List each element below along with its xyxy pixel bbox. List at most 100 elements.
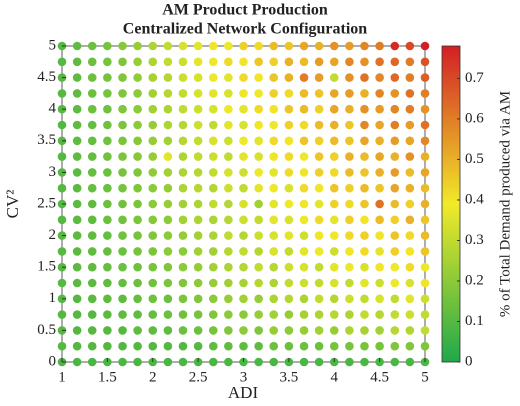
- point: [284, 57, 294, 67]
- point: [314, 152, 324, 161]
- point: [314, 89, 324, 98]
- point: [375, 310, 384, 319]
- colorbar-tick-label: 0: [465, 353, 473, 369]
- point: [254, 57, 263, 67]
- point: [148, 215, 158, 225]
- point: [360, 152, 369, 161]
- point: [103, 247, 112, 256]
- point: [345, 89, 354, 98]
- point: [72, 183, 82, 193]
- point: [133, 57, 142, 67]
- point: [345, 357, 354, 367]
- point: [345, 310, 354, 319]
- point: [269, 136, 279, 146]
- point: [224, 310, 233, 319]
- point: [299, 89, 309, 98]
- point: [239, 104, 248, 114]
- point: [239, 183, 248, 193]
- point: [299, 168, 309, 177]
- point: [133, 262, 142, 272]
- point: [314, 168, 324, 177]
- point: [284, 199, 294, 209]
- point: [345, 215, 354, 225]
- point: [208, 310, 218, 319]
- chart-subtitle: Centralized Network Configuration: [123, 21, 368, 38]
- point: [284, 310, 294, 319]
- point: [314, 136, 324, 146]
- point: [133, 326, 142, 335]
- point: [390, 326, 400, 335]
- point: [193, 278, 203, 288]
- point: [314, 104, 324, 114]
- y-tick-label: 4: [49, 101, 57, 117]
- point: [178, 341, 188, 351]
- point: [208, 168, 218, 177]
- point: [224, 199, 233, 209]
- point: [314, 199, 324, 209]
- point: [118, 168, 127, 177]
- point: [87, 168, 97, 177]
- point: [314, 341, 324, 351]
- point: [72, 326, 82, 335]
- point: [420, 89, 430, 98]
- point: [269, 341, 279, 351]
- point: [269, 247, 279, 256]
- point: [284, 183, 294, 193]
- point: [299, 120, 309, 130]
- point: [299, 73, 309, 82]
- point: [57, 247, 67, 256]
- point: [360, 136, 369, 146]
- point: [72, 104, 82, 114]
- point: [420, 73, 430, 82]
- point: [239, 341, 248, 351]
- point: [254, 247, 263, 256]
- point: [405, 326, 415, 335]
- point: [224, 215, 233, 225]
- point: [420, 326, 430, 335]
- point: [118, 199, 127, 209]
- point: [420, 136, 430, 146]
- point: [254, 310, 263, 319]
- point: [193, 326, 203, 335]
- point: [87, 326, 97, 335]
- point: [103, 89, 112, 98]
- point: [208, 247, 218, 256]
- point: [299, 136, 309, 146]
- point: [329, 326, 339, 335]
- point: [87, 341, 97, 351]
- y-tick-label: 0: [49, 353, 57, 369]
- point: [224, 120, 233, 130]
- point: [269, 199, 279, 209]
- point: [375, 73, 384, 82]
- point: [405, 136, 415, 146]
- point: [420, 104, 430, 114]
- point: [420, 310, 430, 319]
- point: [299, 357, 309, 367]
- point: [163, 310, 173, 319]
- point: [375, 215, 384, 225]
- point: [269, 262, 279, 272]
- point: [178, 89, 188, 98]
- point: [178, 136, 188, 146]
- point: [284, 41, 294, 51]
- point: [118, 120, 127, 130]
- point: [284, 247, 294, 256]
- point: [72, 152, 82, 161]
- point: [133, 136, 142, 146]
- point: [345, 262, 354, 272]
- point: [390, 120, 400, 130]
- point: [178, 104, 188, 114]
- point: [329, 294, 339, 304]
- point: [163, 57, 173, 67]
- point: [269, 41, 279, 51]
- point: [208, 41, 218, 51]
- point: [133, 199, 142, 209]
- point: [360, 41, 369, 51]
- point: [345, 73, 354, 82]
- point: [224, 278, 233, 288]
- point: [360, 104, 369, 114]
- y-tick-label: 1.5: [37, 259, 56, 275]
- point: [87, 136, 97, 146]
- point: [72, 215, 82, 225]
- point: [299, 199, 309, 209]
